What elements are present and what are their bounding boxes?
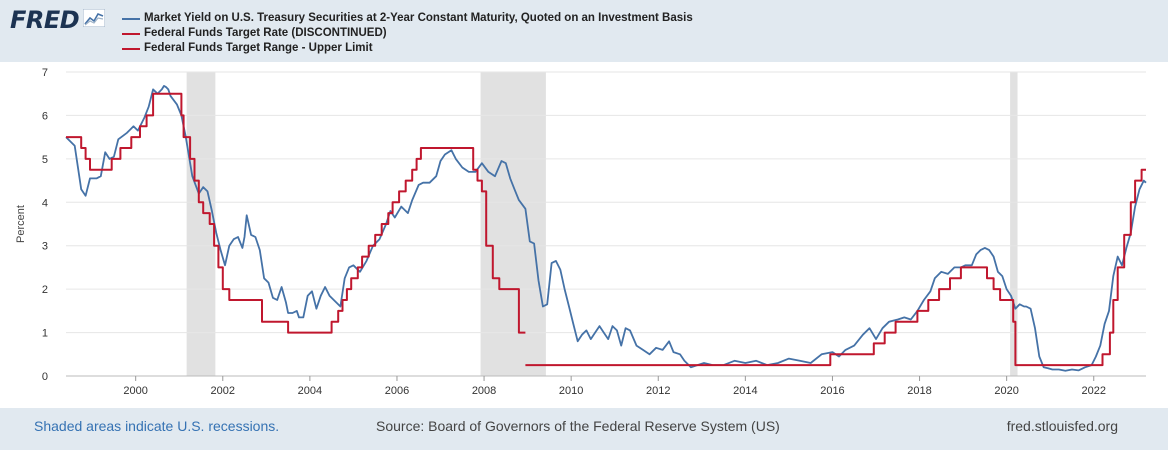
x-tick-label: 2016	[820, 385, 844, 397]
line-chart[interactable]: 0 1 2 3 4 5 6 7 2000 2002 2004 2006 2008 2010 2012 2014…	[0, 62, 1168, 408]
y-tick-label: 1	[42, 328, 48, 340]
chart-area: 0 1 2 3 4 5 6 7 2000 2002 2004 2006 2008 2010 2012 2014…	[0, 62, 1168, 408]
y-tick-label: 2	[42, 284, 48, 296]
x-tick-label: 2006	[385, 385, 409, 397]
legend-swatch-red	[122, 47, 140, 50]
y-tick-label: 4	[42, 197, 48, 209]
gridlines-layer	[66, 71, 1146, 334]
legend-item-2yr-yield[interactable]: Market Yield on U.S. Treasury Securities…	[122, 11, 693, 26]
series-layer	[65, 85, 1147, 372]
x-tick-label: 2020	[994, 385, 1018, 397]
site-link[interactable]: fred.stlouisfed.org	[1006, 418, 1118, 434]
x-tick-label: 2008	[472, 385, 496, 397]
y-tick-label: 7	[42, 67, 48, 79]
y-tick-label: 6	[42, 110, 48, 122]
x-tick-label: 2000	[123, 385, 147, 397]
series-line-2yr-yield[interactable]	[65, 85, 1147, 372]
fred-logo-text: FRED	[10, 6, 80, 34]
x-tick-label: 2004	[298, 385, 322, 397]
legend-swatch-red	[122, 32, 140, 35]
legend-label: Market Yield on U.S. Treasury Securities…	[144, 12, 693, 24]
source-text: Source: Board of Governors of the Federa…	[376, 418, 780, 434]
x-tick-label: 2010	[559, 385, 583, 397]
recession-note-link[interactable]: Shaded areas indicate U.S. recessions.	[34, 418, 280, 434]
legend-item-fed-funds-target-rate[interactable]: Federal Funds Target Rate (DISCONTINUED)	[122, 26, 693, 41]
legend-label: Federal Funds Target Range - Upper Limit	[144, 42, 373, 54]
recession-band	[480, 72, 546, 376]
legend-swatch-blue	[122, 17, 140, 20]
axis-layer: 0 1 2 3 4 5 6 7 2000 2002 2004 2006 2008 2010 2012 2014…	[42, 67, 1146, 397]
y-tick-label: 0	[42, 371, 48, 383]
x-tick-label: 2012	[646, 385, 670, 397]
x-tick-label: 2018	[907, 385, 931, 397]
y-tick-label: 5	[42, 154, 48, 166]
series-line-fed-funds-upper-limit[interactable]	[525, 168, 1146, 367]
x-tick-label: 2002	[211, 385, 235, 397]
legend-item-fed-funds-upper-limit[interactable]: Federal Funds Target Range - Upper Limit	[122, 41, 693, 56]
y-axis-label: Percent	[15, 205, 27, 243]
x-tick-label: 2014	[733, 385, 757, 397]
trend-chart-icon	[82, 8, 106, 32]
legend-label: Federal Funds Target Rate (DISCONTINUED)	[144, 27, 387, 39]
chart-footer: Shaded areas indicate U.S. recessions. S…	[0, 408, 1168, 450]
chart-header: FRED Market Yield on U.S. Treasury Secur…	[0, 0, 1168, 62]
recession-band	[1010, 72, 1018, 376]
fred-logo[interactable]: FRED	[10, 6, 106, 34]
y-tick-label: 3	[42, 241, 48, 253]
x-tick-label: 2022	[1081, 385, 1105, 397]
chart-legend: Market Yield on U.S. Treasury Securities…	[122, 11, 693, 56]
series-line-fed-funds-target-rate[interactable]	[66, 92, 526, 334]
